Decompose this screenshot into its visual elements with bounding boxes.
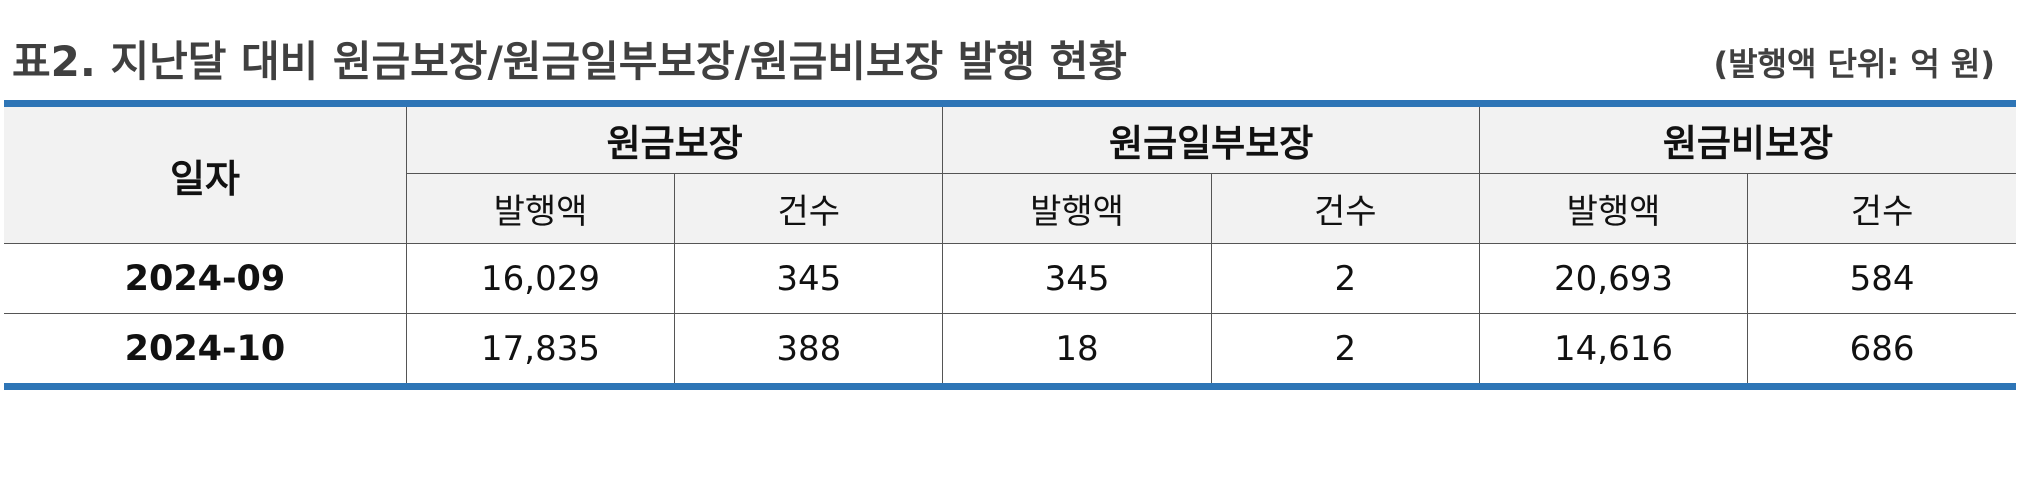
table-row: 2024-09 16,029 345 345 2 20,693 584 — [4, 243, 2016, 314]
table-cell: 345 — [942, 243, 1212, 314]
sub-header-count: 건수 — [1747, 173, 2016, 244]
group-header-partial-guaranteed: 원금일부보장 — [942, 103, 1480, 174]
table-cell: 18 — [942, 313, 1212, 387]
table-row: 2024-10 17,835 388 18 2 14,616 686 — [4, 313, 2016, 387]
table-cell: 2 — [1210, 313, 1480, 387]
table-cell: 584 — [1747, 243, 2016, 314]
date-column-header: 일자 — [4, 103, 407, 244]
table-cell: 2 — [1210, 243, 1480, 314]
table-cell: 345 — [674, 243, 944, 314]
table-cell: 16,029 — [405, 243, 676, 314]
table-cell: 686 — [1747, 313, 2016, 387]
sub-header-count: 건수 — [1210, 173, 1480, 244]
row-date: 2024-10 — [4, 313, 407, 387]
sub-header-amount: 발행액 — [1478, 173, 1749, 244]
issuance-table: 일자 원금보장 원금일부보장 원금비보장 발행액 건수 발행액 건수 발행액 건… — [4, 100, 2016, 390]
sub-header-count: 건수 — [674, 173, 944, 244]
unit-note: (발행액 단위: 억 원) — [1713, 45, 1995, 83]
table-cell: 14,616 — [1478, 313, 1749, 387]
row-date: 2024-09 — [4, 243, 407, 314]
header-row-groups: 일자 원금보장 원금일부보장 원금비보장 — [4, 103, 2016, 244]
sub-header-amount: 발행액 — [406, 173, 676, 244]
group-header-non-guaranteed: 원금비보장 — [1478, 103, 2016, 174]
header-row-subs: 발행액 건수 발행액 건수 발행액 건수 — [4, 173, 2016, 244]
table-cell: 388 — [674, 313, 944, 387]
group-header-principal-guaranteed: 원금보장 — [405, 103, 944, 174]
table-title: 표2. 지난달 대비 원금보장/원금일부보장/원금비보장 발행 현황 — [12, 37, 1127, 86]
table-cell: 20,693 — [1478, 243, 1749, 314]
sub-header-amount: 발행액 — [942, 173, 1212, 244]
table-cell: 17,835 — [405, 313, 676, 387]
